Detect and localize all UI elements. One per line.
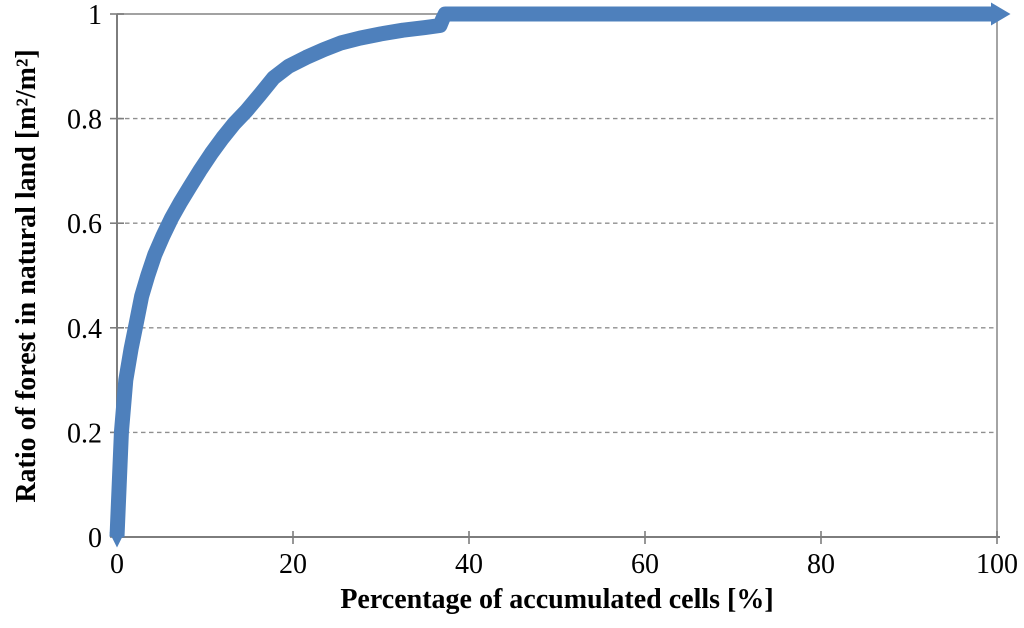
x-tick-label: 40 bbox=[455, 549, 483, 580]
series-end-arrow bbox=[991, 2, 1011, 26]
y-tick-label: 0.2 bbox=[67, 418, 102, 449]
x-tick-label: 100 bbox=[976, 549, 1018, 580]
y-tick-label: 1 bbox=[88, 0, 102, 31]
x-tick-label: 60 bbox=[631, 549, 659, 580]
x-tick-label: 20 bbox=[279, 549, 307, 580]
x-axis-title: Percentage of accumulated cells [%] bbox=[340, 584, 774, 615]
y-tick-label: 0 bbox=[88, 523, 102, 554]
y-axis-title: Ratio of forest in natural land [m²/m²] bbox=[11, 49, 42, 503]
x-tick-label: 0 bbox=[110, 549, 124, 580]
data-series-line bbox=[109, 6, 997, 538]
x-tick-label: 80 bbox=[807, 549, 835, 580]
y-tick-label: 0.4 bbox=[67, 314, 102, 345]
y-tick-label: 0.8 bbox=[67, 105, 102, 136]
series-start-tip bbox=[109, 532, 125, 548]
y-tick-label: 0.6 bbox=[67, 209, 102, 240]
